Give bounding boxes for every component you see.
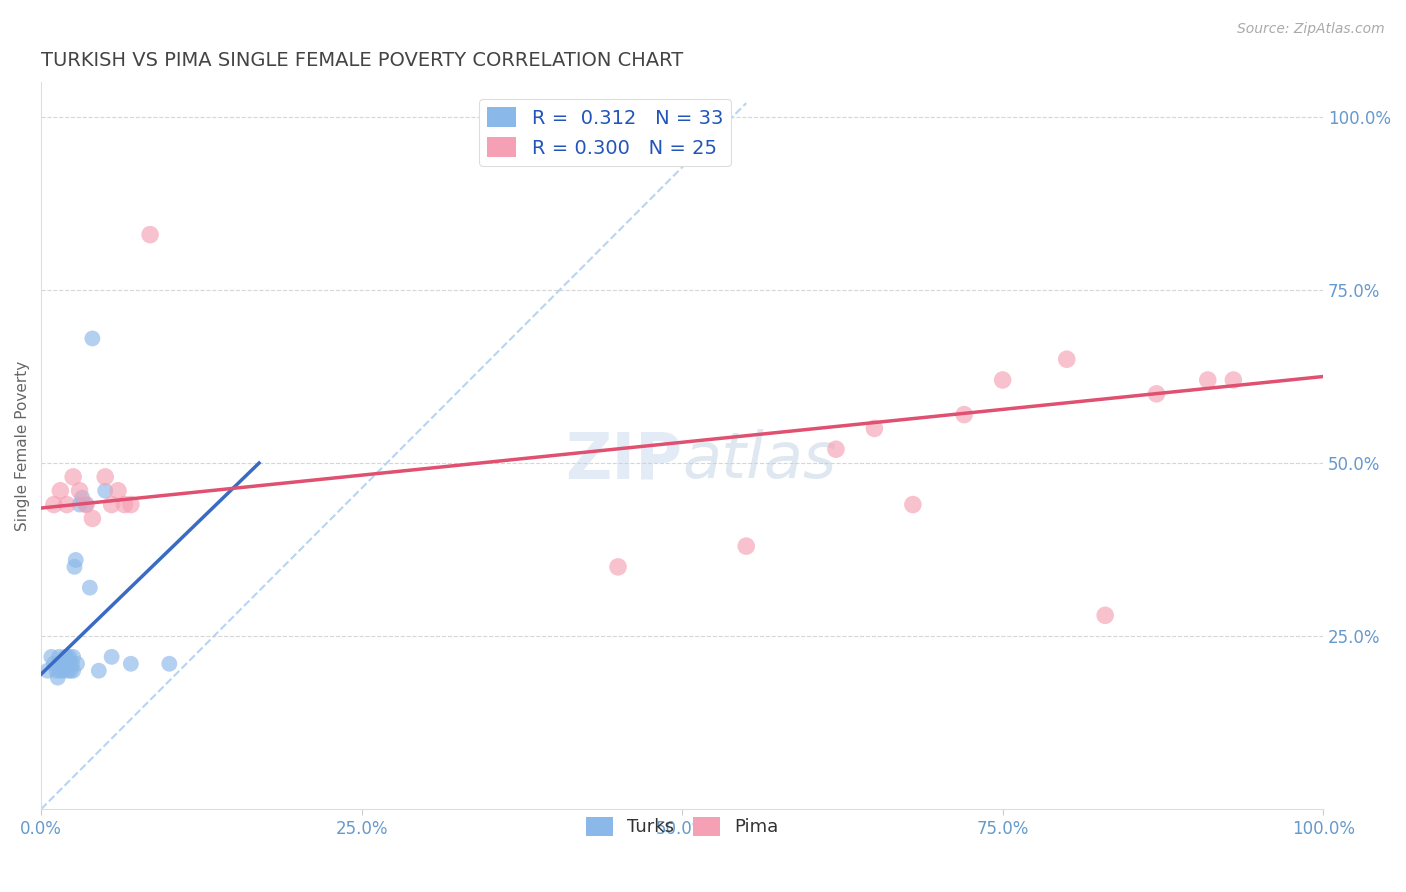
Point (735, 539, 758, 553)
Point (607, 560, 630, 574)
Point (62, 649, 84, 664)
Point (79, 581, 101, 595)
Text: Source: ZipAtlas.com: Source: ZipAtlas.com (1237, 22, 1385, 37)
Point (58, 657, 80, 671)
Point (49, 664, 72, 678)
Point (45, 664, 67, 678)
Text: TURKISH VS PIMA SINGLE FEMALE POVERTY CORRELATION CHART: TURKISH VS PIMA SINGLE FEMALE POVERTY CO… (41, 51, 683, 70)
Point (991, 373, 1014, 387)
Point (75, 498, 97, 512)
Point (59, 664, 82, 678)
Point (41, 649, 63, 664)
Point (42, 498, 65, 512)
Point (49, 483, 72, 498)
Point (55, 498, 77, 512)
Point (51, 657, 73, 671)
Point (107, 483, 129, 498)
Point (62, 470, 84, 484)
Point (1197, 373, 1219, 387)
Point (82, 511, 104, 525)
Point (901, 498, 924, 512)
Point (100, 649, 122, 664)
Point (1146, 387, 1168, 401)
Legend: Turks, Pima: Turks, Pima (579, 810, 786, 844)
Point (75, 498, 97, 512)
Point (60, 657, 83, 671)
Point (69, 483, 91, 498)
Point (65, 553, 87, 567)
Point (94, 483, 117, 498)
Point (48, 649, 70, 664)
Point (1094, 608, 1116, 623)
Point (82, 331, 104, 345)
Point (55, 649, 77, 664)
Point (55, 657, 77, 671)
Point (46, 671, 69, 685)
Point (953, 408, 976, 422)
Point (52, 664, 75, 678)
Point (139, 227, 162, 242)
Point (87, 664, 110, 678)
Text: atlas: atlas (682, 429, 837, 491)
Point (66, 657, 89, 671)
Point (42, 657, 65, 671)
Point (863, 421, 886, 435)
Point (94, 470, 117, 484)
Point (157, 657, 180, 671)
Point (55, 649, 77, 664)
Point (114, 498, 136, 512)
Point (37, 664, 59, 678)
Point (120, 657, 142, 671)
Text: ZIP: ZIP (565, 429, 682, 491)
Point (1222, 373, 1244, 387)
Y-axis label: Single Female Poverty: Single Female Poverty (15, 360, 30, 531)
Point (62, 664, 84, 678)
Point (53, 657, 76, 671)
Point (58, 649, 80, 664)
Point (56, 664, 79, 678)
Point (70, 491, 93, 505)
Point (100, 498, 122, 512)
Point (63, 560, 86, 574)
Point (1056, 352, 1078, 367)
Point (825, 442, 848, 457)
Point (69, 498, 91, 512)
Point (120, 498, 142, 512)
